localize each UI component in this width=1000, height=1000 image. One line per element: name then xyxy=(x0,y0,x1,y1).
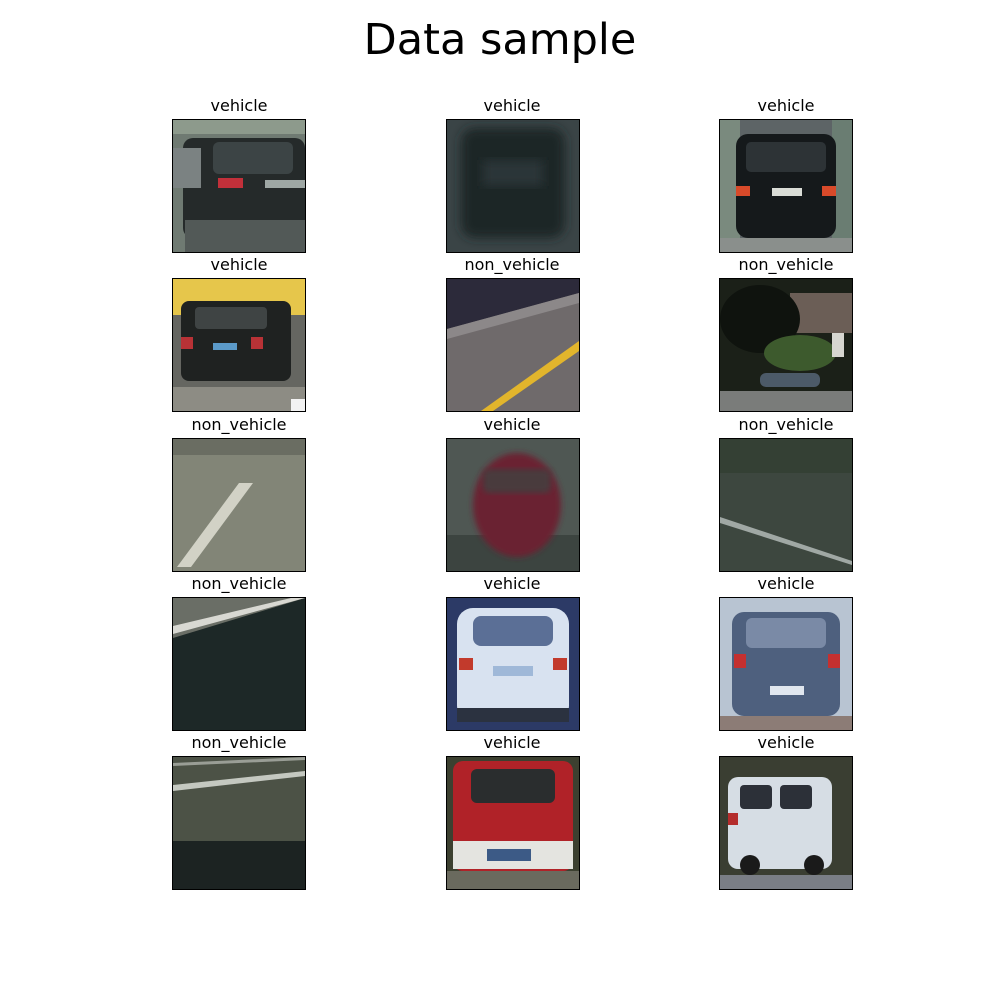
sample-label: non_vehicle xyxy=(191,415,287,434)
sample-image xyxy=(446,119,580,253)
sample-image xyxy=(172,756,306,890)
figure-title: Data sample xyxy=(363,15,637,65)
sample-image xyxy=(172,278,306,412)
sample-image xyxy=(172,597,306,731)
sample-label: non_vehicle xyxy=(738,255,834,274)
sample-label: vehicle xyxy=(210,96,268,115)
sample-image xyxy=(719,119,853,253)
sample-label: vehicle xyxy=(483,415,541,434)
sample-label: vehicle xyxy=(757,574,815,593)
sample-image xyxy=(172,119,306,253)
sample-image xyxy=(719,756,853,890)
sample-image xyxy=(172,438,306,572)
sample-label: vehicle xyxy=(483,574,541,593)
sample-image xyxy=(446,756,580,890)
sample-image xyxy=(446,278,580,412)
sample-label: vehicle xyxy=(757,96,815,115)
sample-label: non_vehicle xyxy=(191,733,287,752)
sample-image xyxy=(446,438,580,572)
sample-label: vehicle xyxy=(483,733,541,752)
sample-image xyxy=(446,597,580,731)
sample-image xyxy=(719,438,853,572)
sample-image xyxy=(719,278,853,412)
sample-label: non_vehicle xyxy=(738,415,834,434)
sample-label: non_vehicle xyxy=(191,574,287,593)
sample-image xyxy=(719,597,853,731)
sample-label: non_vehicle xyxy=(464,255,560,274)
sample-label: vehicle xyxy=(483,96,541,115)
sample-label: vehicle xyxy=(210,255,268,274)
sample-label: vehicle xyxy=(757,733,815,752)
